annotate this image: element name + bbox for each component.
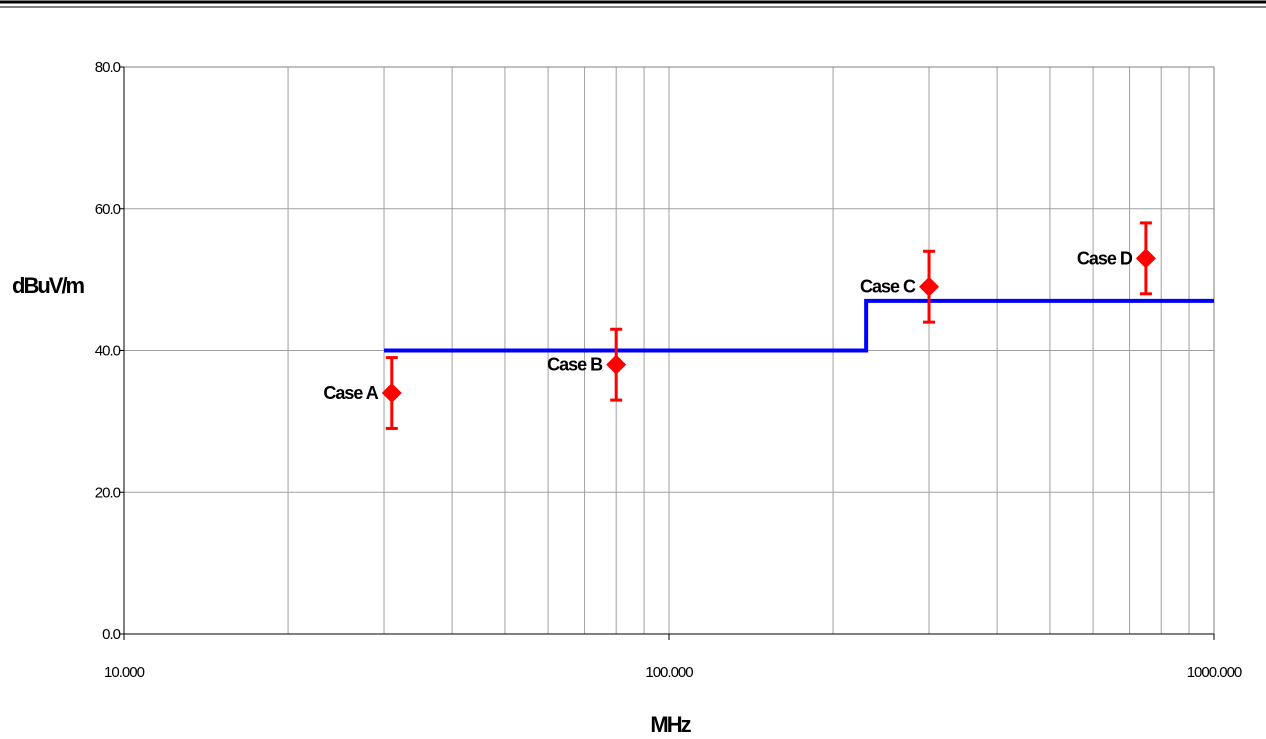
data-point [381,383,402,404]
y-tick-label: 40.0 [95,343,121,360]
y-axis-title: dBuV/m [12,273,85,298]
series: Case A Case B Case C Case D [323,221,1214,430]
x-tick-label: 1000.000 [1187,664,1242,681]
axes: 0.0 20.0 40.0 60.0 80.0 10.000 100.000 1000.000 [95,59,1243,681]
data-point [1135,248,1156,269]
point-label: Case B [547,355,603,375]
data-point [919,276,940,297]
point-label: Case A [323,383,378,403]
x-tick-label: 10.000 [104,664,145,681]
y-tick-label: 20.0 [95,484,121,501]
data-point [606,354,627,375]
point-label: Case D [1077,248,1133,268]
y-tick-label: 80.0 [95,59,121,76]
limit-line [384,298,1214,353]
y-tick-label: 60.0 [95,201,121,218]
x-axis-title: MHz [650,712,691,734]
y-tick-label: 0.0 [102,626,121,643]
point-label: Case C [860,277,916,297]
x-tick-label: 100.000 [645,664,693,681]
